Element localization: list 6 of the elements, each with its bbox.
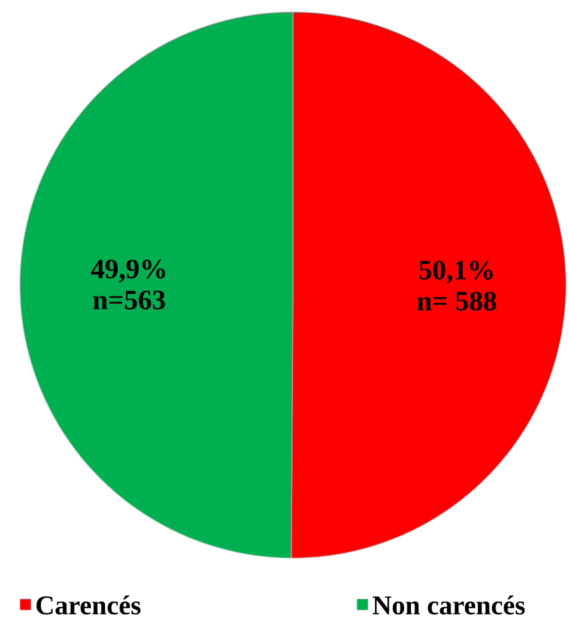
text: n=563 (93, 290, 165, 310)
legend-label: Non carencés (372, 595, 525, 615)
data-label: 49,9% (91, 260, 166, 282)
text: n= 588 (417, 292, 496, 310)
legend-label: Carencés (36, 595, 141, 615)
data-label: 50,1% (419, 260, 493, 284)
